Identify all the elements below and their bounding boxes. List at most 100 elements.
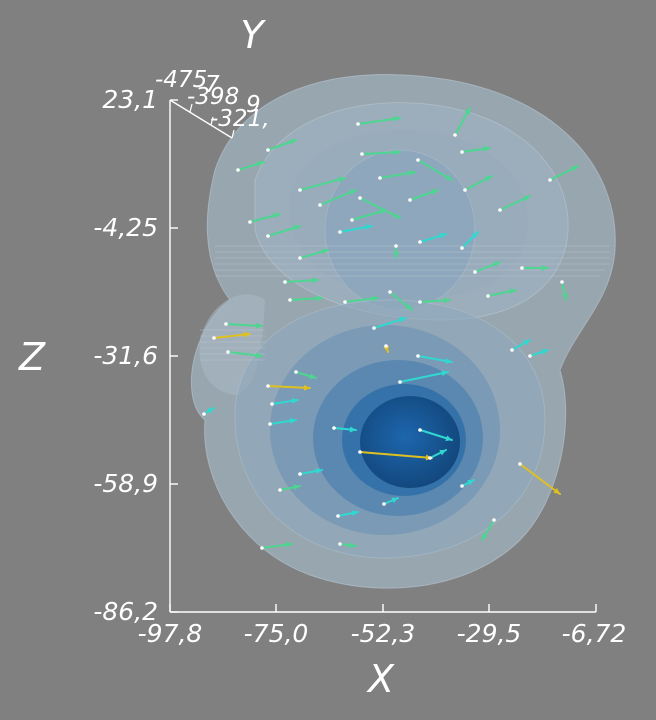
vector-origin-dot	[378, 176, 382, 180]
vector-arrowhead	[365, 224, 372, 231]
z-tick-label: -4,25	[93, 213, 158, 242]
vector-origin-dot	[318, 203, 322, 207]
axes-frame	[169, 99, 597, 613]
vector-arrow	[359, 451, 433, 459]
vector-arrow	[417, 159, 453, 181]
z-tick-label: -31,6	[93, 341, 158, 370]
vector-arrow	[225, 323, 263, 327]
vector-arrowhead	[467, 480, 474, 486]
vector-origin-dot	[338, 542, 342, 546]
vector-origin-dot	[398, 380, 402, 384]
vector-origin-dot	[298, 256, 302, 260]
vector-arrow	[519, 463, 561, 495]
vector-origin-dot	[268, 422, 272, 426]
vector-origin-dot	[356, 122, 360, 126]
vector-arrowhead	[541, 349, 548, 355]
vector-origin-dot	[212, 336, 216, 340]
vector-arrow	[319, 189, 357, 206]
vector-arrowhead	[443, 297, 450, 304]
vector-arrowhead	[445, 174, 452, 180]
vector-arrowhead	[405, 303, 412, 310]
vector-arrowhead	[393, 149, 400, 156]
vector-origin-dot	[298, 188, 302, 192]
vector-arrowhead	[285, 541, 292, 548]
surface-striations	[200, 245, 610, 361]
vector-origin-dot	[248, 220, 252, 224]
vector-origin-dot	[278, 488, 282, 492]
vector-arrowhead	[289, 417, 296, 424]
vector-arrowhead	[257, 160, 264, 167]
vector-arrowhead	[571, 166, 578, 172]
vector-arrowhead	[303, 384, 310, 391]
vector-origin-dot	[416, 158, 420, 162]
vector-arrowhead	[439, 232, 446, 239]
vector-origin-dot	[473, 270, 477, 274]
vector-origin-dot	[498, 208, 502, 212]
vector-origin-dot	[463, 188, 467, 192]
vector-arrowhead	[523, 340, 530, 346]
vector-origin-dot	[372, 326, 376, 330]
vector-origin-dot	[283, 280, 287, 284]
vector-arrowhead	[311, 277, 318, 284]
vector-origin-dot	[338, 230, 342, 234]
vector-arrowhead	[445, 435, 452, 442]
vector-arrowhead	[431, 189, 438, 195]
vector-origin-dot	[518, 462, 522, 466]
vector-arrowhead	[464, 108, 470, 115]
vector-origin-dot	[266, 234, 270, 238]
vector-arrowhead	[553, 488, 560, 494]
vector-origin-dot	[270, 402, 274, 406]
y-axis-line	[169, 99, 233, 139]
isosurface-core	[360, 396, 460, 488]
vector-arrowhead	[321, 248, 328, 255]
vector-origin-dot	[418, 240, 422, 244]
vector-field-arrows	[202, 107, 579, 550]
vector-origin-dot	[460, 246, 464, 250]
y-axis-title: Y	[240, 13, 266, 57]
vector-arrowhead	[483, 145, 490, 152]
x-tick-label: -75,0	[244, 619, 309, 648]
vector-arrow	[357, 117, 401, 125]
y-tick-label: 7	[205, 72, 220, 98]
vector-arrowhead	[393, 252, 399, 258]
vector-arrowhead	[289, 139, 296, 145]
y-tick-label: 9	[246, 92, 261, 118]
vector-origin-dot	[288, 298, 292, 302]
vector-origin-dot	[382, 502, 386, 506]
vector-origin-dot	[408, 198, 412, 202]
vector-arrowhead	[351, 510, 358, 517]
vector-origin-dot	[260, 546, 264, 550]
vector-arrow	[213, 333, 251, 339]
vector-arrowhead	[338, 176, 345, 183]
vector-origin-dot	[224, 322, 228, 326]
vector-arrow	[359, 197, 401, 219]
x-tick-label: -29,5	[457, 619, 522, 648]
y-tick-label: -321,	[210, 106, 270, 132]
y-tick-label: -475	[155, 67, 207, 93]
vector-origin-dot	[394, 244, 398, 248]
vector-origin-dot	[388, 290, 392, 294]
vector-origin-dot	[358, 450, 362, 454]
x-tick-label: -52,3	[351, 619, 416, 648]
vector-arrowhead	[391, 497, 398, 504]
z-tick-marks	[170, 99, 178, 613]
vector-arrowhead	[315, 468, 322, 475]
vector-origin-dot	[358, 196, 362, 200]
z-axis-title: Z	[18, 335, 46, 379]
vector-arrowhead	[349, 426, 356, 433]
vector-origin-dot	[486, 294, 490, 298]
vector-arrowhead	[315, 295, 322, 302]
y-tick-marks	[189, 103, 235, 139]
vector-arrowhead	[523, 195, 530, 202]
vector-origin-dot	[384, 344, 388, 348]
x-axis-title: X	[366, 657, 395, 701]
vector-arrowhead	[243, 331, 250, 338]
vector-origin-dot	[453, 133, 457, 137]
x-tick-label: -97,8	[138, 619, 203, 648]
vector-origin-dot	[520, 266, 524, 270]
vector-origin-dot	[266, 384, 270, 388]
vector-arrowhead	[399, 316, 406, 323]
vector-origin-dot	[343, 300, 347, 304]
vector-arrowhead	[493, 261, 500, 268]
